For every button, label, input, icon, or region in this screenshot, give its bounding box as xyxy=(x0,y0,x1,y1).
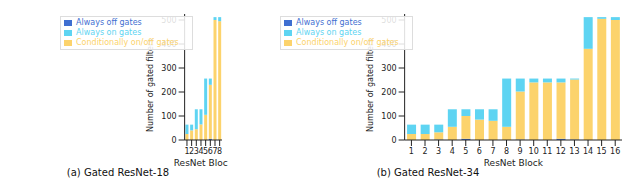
svg-text:1: 1 xyxy=(409,147,414,156)
svg-text:200: 200 xyxy=(381,88,396,97)
svg-text:ResNet Block: ResNet Block xyxy=(484,158,544,166)
svg-text:Number of gated filters: Number of gated filters xyxy=(146,39,155,132)
svg-text:0: 0 xyxy=(172,136,177,145)
svg-text:400: 400 xyxy=(381,40,396,49)
svg-text:2: 2 xyxy=(422,147,427,156)
svg-text:5: 5 xyxy=(463,147,468,156)
svg-text:12: 12 xyxy=(556,147,566,156)
svg-text:200: 200 xyxy=(161,88,176,97)
svg-text:500: 500 xyxy=(381,16,396,25)
svg-text:4: 4 xyxy=(450,147,455,156)
svg-text:ResNet Block: ResNet Block xyxy=(174,158,228,166)
svg-text:9: 9 xyxy=(518,147,523,156)
svg-text:13: 13 xyxy=(569,147,579,156)
svg-text:300: 300 xyxy=(161,64,176,73)
svg-text:8: 8 xyxy=(217,147,222,156)
svg-text:500: 500 xyxy=(161,16,176,25)
svg-text:100: 100 xyxy=(381,112,396,121)
svg-text:14: 14 xyxy=(583,147,593,156)
svg-text:11: 11 xyxy=(542,147,552,156)
svg-text:15: 15 xyxy=(597,147,607,156)
svg-text:7: 7 xyxy=(490,147,495,156)
svg-text:0: 0 xyxy=(392,136,397,145)
svg-text:16: 16 xyxy=(610,147,620,156)
svg-text:300: 300 xyxy=(381,64,396,73)
svg-text:10: 10 xyxy=(529,147,539,156)
svg-text:Number of gated filters: Number of gated filters xyxy=(366,39,375,132)
svg-text:8: 8 xyxy=(504,147,509,156)
svg-text:100: 100 xyxy=(161,112,176,121)
svg-text:3: 3 xyxy=(436,147,441,156)
svg-text:6: 6 xyxy=(477,147,482,156)
svg-text:400: 400 xyxy=(161,40,176,49)
